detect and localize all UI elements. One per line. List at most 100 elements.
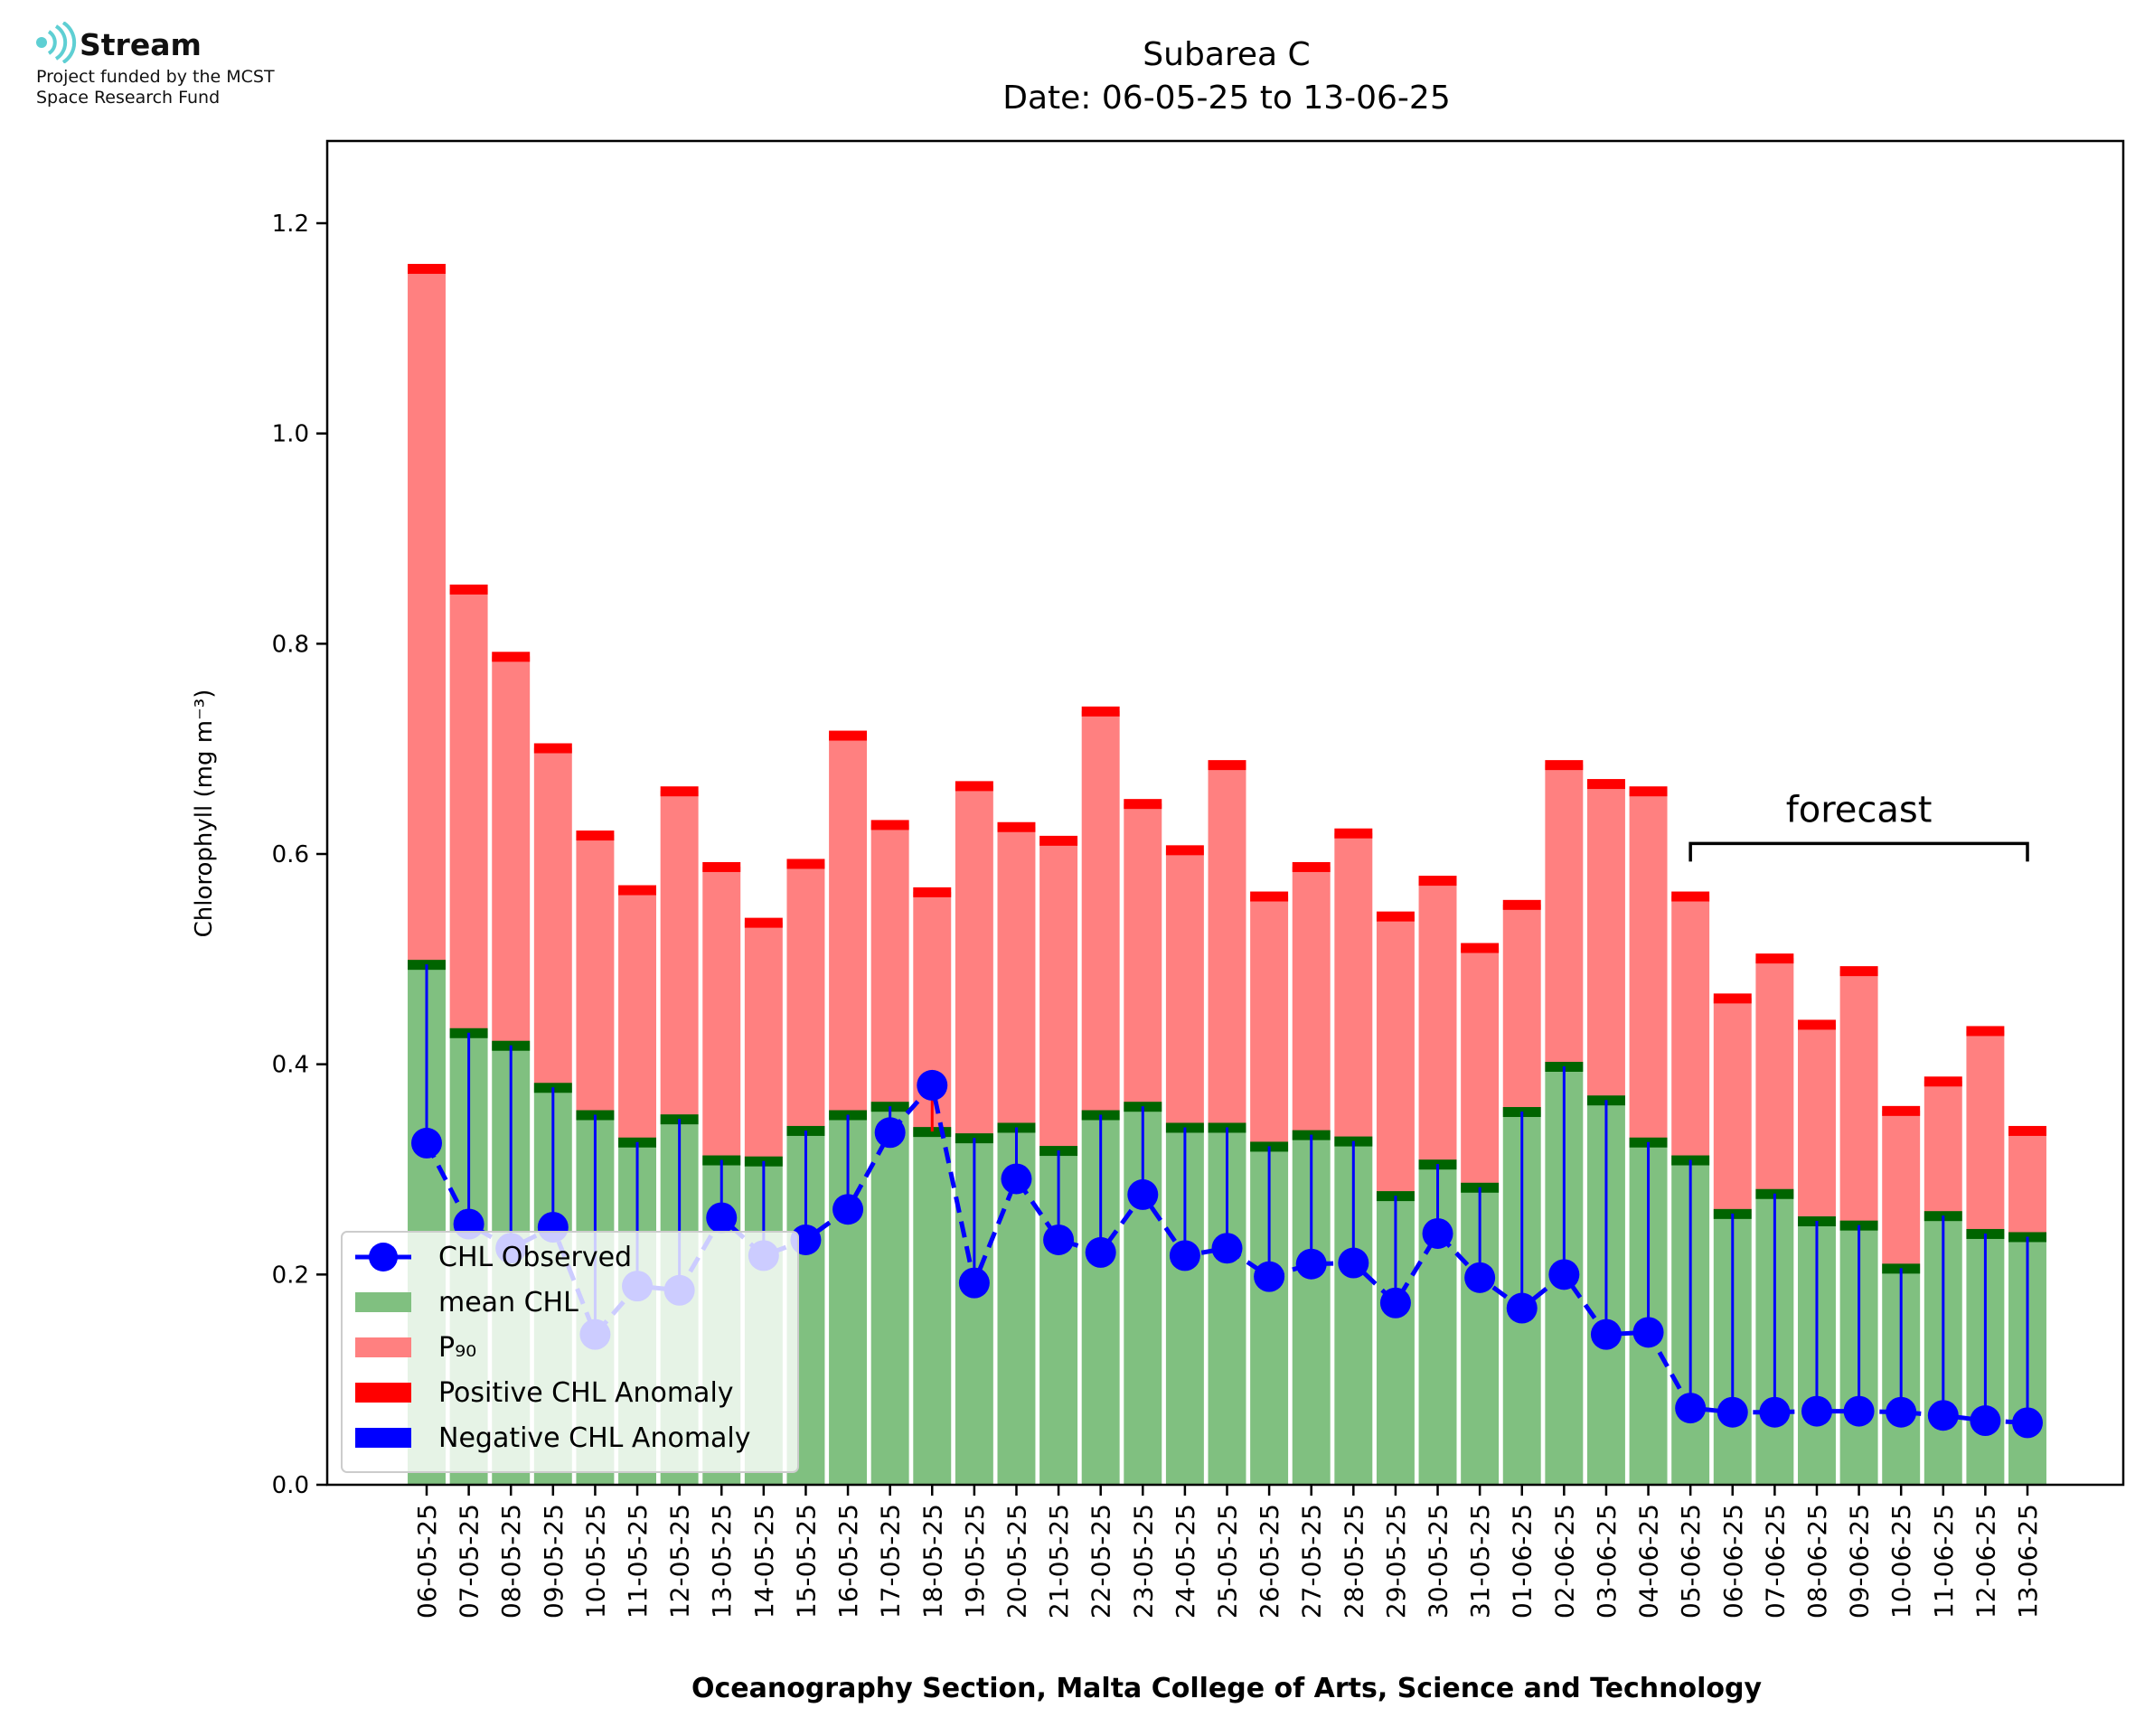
y-tick-label: 1.0 xyxy=(272,421,309,448)
x-tick-label: 04-06-25 xyxy=(1634,1504,1664,1619)
p90-bar xyxy=(1839,971,1878,1225)
legend-label: Positive CHL Anomaly xyxy=(438,1377,734,1409)
observed-point xyxy=(1422,1217,1453,1249)
observed-point xyxy=(832,1194,864,1225)
observed-point xyxy=(1085,1236,1116,1268)
y-tick-label: 0.2 xyxy=(272,1262,309,1289)
positive-anomaly-cap xyxy=(1081,706,1120,717)
p90-bar xyxy=(1461,947,1500,1187)
x-tick-label: 10-06-25 xyxy=(1886,1504,1916,1619)
mean-chl-bar xyxy=(913,1131,952,1485)
p90-bar xyxy=(786,863,825,1131)
observed-point xyxy=(1675,1393,1707,1424)
x-tick-label: 16-05-25 xyxy=(833,1504,863,1619)
legend-label: P₉₀ xyxy=(438,1332,476,1364)
positive-anomaly-cap xyxy=(1376,911,1415,922)
logo-tagline: Project funded by the MCST Space Researc… xyxy=(36,67,275,108)
p90-bar xyxy=(2008,1130,2046,1237)
p90-bar xyxy=(492,656,531,1046)
p90-bar xyxy=(1418,880,1457,1165)
positive-anomaly-cap xyxy=(1671,891,1710,902)
y-tick-label: 1.2 xyxy=(272,211,309,238)
x-tick-label: 30-05-25 xyxy=(1424,1504,1453,1619)
x-tick-label: 17-05-25 xyxy=(876,1504,906,1619)
p90-bar xyxy=(1165,849,1204,1128)
observed-point xyxy=(1043,1224,1075,1255)
observed-point xyxy=(1506,1292,1538,1324)
plot-frame xyxy=(325,139,2125,1487)
p90-bar xyxy=(1924,1081,1962,1216)
p90-bar xyxy=(1208,765,1246,1128)
x-tick-label: 23-05-25 xyxy=(1128,1504,1158,1619)
observed-point xyxy=(1169,1240,1200,1272)
observed-point xyxy=(874,1117,906,1149)
positive-anomaly-cap xyxy=(829,730,868,741)
observed-point xyxy=(1759,1396,1791,1428)
positive-anomaly-cap xyxy=(744,917,783,928)
positive-anomaly-cap xyxy=(1502,899,1541,910)
observed-point xyxy=(958,1267,990,1299)
x-tick-label: 24-05-25 xyxy=(1171,1504,1200,1619)
p90-bar xyxy=(1586,784,1625,1101)
legend-box xyxy=(341,1231,799,1473)
p90-bar xyxy=(618,889,656,1142)
mean-chl-bar xyxy=(870,1106,909,1485)
p90-bar xyxy=(744,922,783,1161)
positive-anomaly-cap xyxy=(1882,1105,1921,1116)
y-tick-label: 0.4 xyxy=(272,1052,309,1079)
observed-point xyxy=(1211,1233,1243,1264)
observed-point xyxy=(1464,1262,1496,1293)
x-tick-label: 06-05-25 xyxy=(412,1504,442,1619)
x-tick-label: 28-05-25 xyxy=(1339,1504,1369,1619)
positive-anomaly-cap xyxy=(1250,891,1289,902)
positive-anomaly-cap xyxy=(913,887,952,897)
positive-anomaly-cap xyxy=(1165,845,1204,856)
x-tick-label: 15-05-25 xyxy=(791,1504,821,1619)
x-tick-label: 21-05-25 xyxy=(1044,1504,1074,1619)
observed-point xyxy=(1801,1395,1832,1427)
positive-anomaly-cap xyxy=(955,781,993,792)
p90-bar xyxy=(449,588,488,1033)
x-tick-label: 13-06-25 xyxy=(2013,1504,2043,1619)
p90-bar xyxy=(1502,904,1541,1112)
p90-bar xyxy=(660,791,699,1120)
positive-anomaly-cap xyxy=(1208,760,1246,771)
x-tick-label: 25-05-25 xyxy=(1213,1504,1243,1619)
x-tick-label: 10-05-25 xyxy=(580,1504,610,1619)
legend-swatch xyxy=(355,1292,411,1312)
positive-anomaly-cap xyxy=(492,652,531,662)
positive-anomaly-cap xyxy=(1418,876,1457,887)
x-tick-label: 08-05-25 xyxy=(496,1504,526,1619)
x-tick-label: 09-06-25 xyxy=(1845,1504,1875,1619)
observed-point xyxy=(2012,1407,2043,1439)
p90-bar xyxy=(1124,803,1162,1107)
legend-marker-observed xyxy=(369,1243,398,1272)
chart-subtitle: Date: 06-05-25 to 13-06-25 xyxy=(1002,80,1450,117)
p90-bar xyxy=(1798,1024,1836,1222)
positive-anomaly-cap xyxy=(1039,835,1078,846)
y-axis-label: Chlorophyll (mg m⁻³) xyxy=(191,690,218,938)
x-tick-label: 20-05-25 xyxy=(1002,1504,1031,1619)
x-tick-label: 06-06-25 xyxy=(1718,1504,1748,1619)
x-tick-label: 11-05-25 xyxy=(623,1504,653,1619)
forecast-bracket xyxy=(1688,841,2029,862)
x-tick-label: 11-06-25 xyxy=(1929,1504,1959,1619)
x-tick-label: 22-05-25 xyxy=(1086,1504,1116,1619)
y-tick-label: 0.6 xyxy=(272,841,309,868)
p90-bar xyxy=(1671,896,1710,1160)
legend-swatch xyxy=(355,1383,411,1403)
positive-anomaly-cap xyxy=(1461,943,1500,953)
positive-anomaly-cap xyxy=(1966,1026,2005,1037)
positive-anomaly-cap xyxy=(1586,779,1625,790)
x-tick-label: 27-05-25 xyxy=(1297,1504,1327,1619)
x-tick-label: 12-06-25 xyxy=(1971,1504,2000,1619)
chart-title: Subarea C xyxy=(1143,36,1310,73)
mean-chl-marker xyxy=(913,1127,952,1138)
positive-anomaly-cap xyxy=(1924,1076,1962,1087)
x-tick-label: 03-06-25 xyxy=(1592,1504,1622,1619)
p90-bar xyxy=(829,735,868,1115)
positive-anomaly-cap xyxy=(449,584,488,595)
x-tick-label: 14-05-25 xyxy=(749,1504,779,1619)
p90-bar xyxy=(1882,1110,1921,1269)
